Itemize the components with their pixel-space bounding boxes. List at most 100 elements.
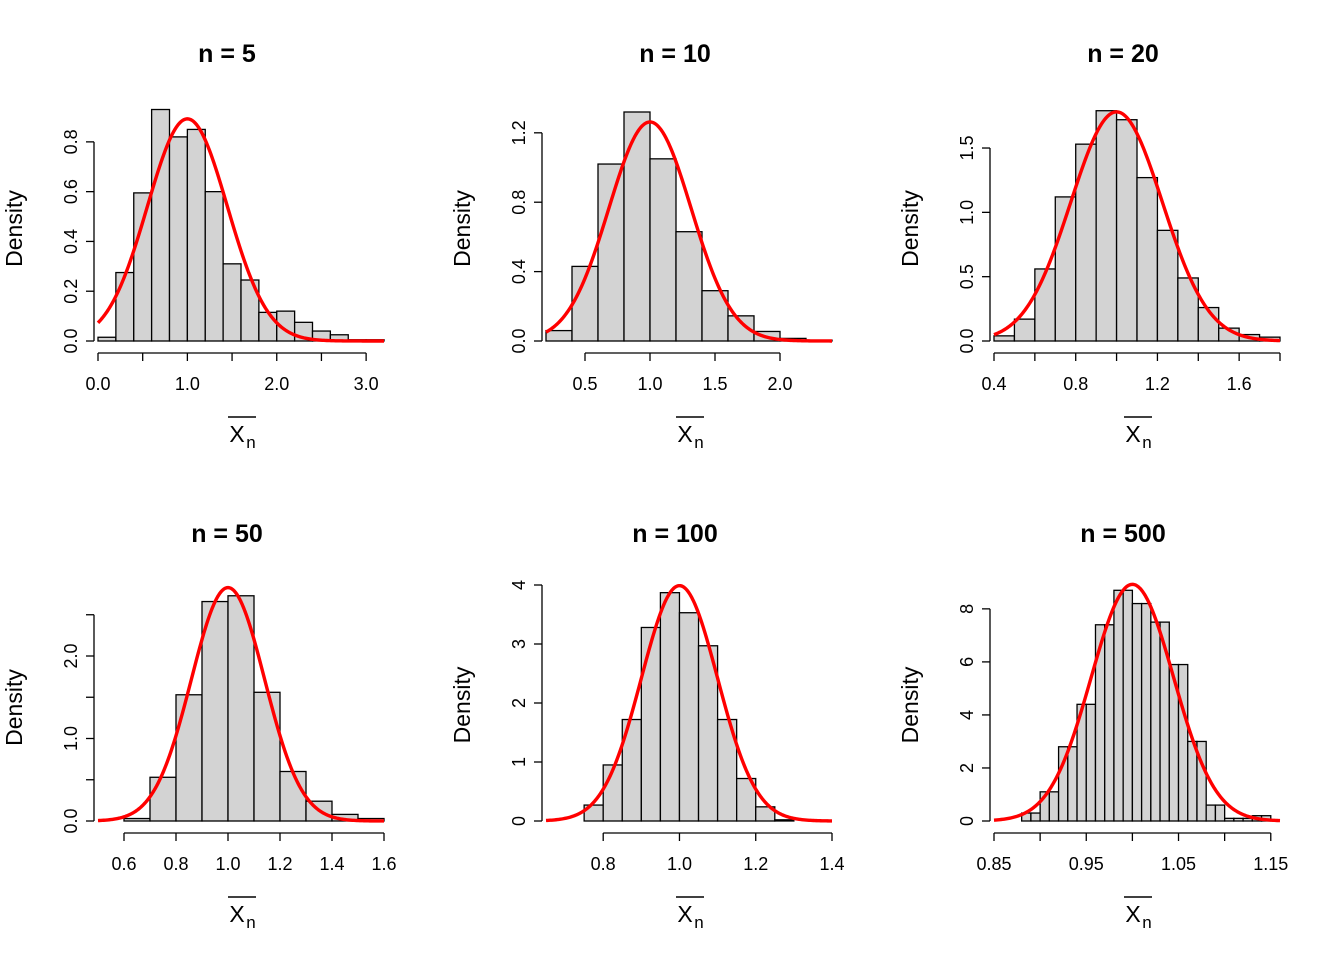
normal-density-curve: [545, 120, 833, 343]
histogram-bar: [1104, 624, 1115, 822]
histogram-bar: [659, 592, 681, 822]
normal-density-curve: [993, 582, 1281, 823]
y-tick-label: 0.5: [957, 264, 977, 289]
y-tick-label: 1.0: [61, 726, 81, 751]
y-tick-label: 0.2: [61, 279, 81, 304]
chart-title: n = 20: [1087, 40, 1159, 68]
histogram-bar: [1136, 176, 1159, 342]
x-tick-label: 0.5: [572, 374, 597, 394]
x-axis-label: X: [229, 901, 244, 927]
histogram-bar: [1013, 318, 1036, 342]
x-tick-label: 0.6: [111, 854, 136, 874]
histogram-bar: [623, 111, 651, 342]
x-tick-label: 1.0: [637, 374, 662, 394]
histogram-bar: [1131, 602, 1143, 822]
x-tick-label: 1.05: [1161, 854, 1196, 874]
x-tick-label: 1.4: [819, 854, 844, 874]
x-tick-label: 1.2: [743, 854, 768, 874]
histogram-bar: [186, 128, 206, 342]
y-tick-label: 0.0: [509, 328, 529, 353]
histogram-bar: [545, 329, 573, 342]
x-tick-label: 2.0: [767, 374, 792, 394]
histogram-bar: [279, 770, 307, 822]
histogram-bar: [133, 192, 153, 342]
y-tick-label: 0.0: [61, 328, 81, 353]
y-tick-label: 2: [957, 763, 977, 773]
y-tick-label: 1.0: [957, 200, 977, 225]
histogram-bar: [678, 612, 700, 822]
y-tick-label: 4: [509, 580, 529, 590]
x-tick-label: 3.0: [354, 374, 379, 394]
x-tick-label: 0.85: [976, 854, 1011, 874]
histogram-bar: [204, 191, 224, 342]
histogram-bar: [168, 136, 189, 342]
x-tick-label: 1.0: [215, 854, 240, 874]
histogram-bar: [755, 806, 776, 822]
x-axis-label-subscript: n: [694, 433, 703, 452]
y-tick-label: 0.8: [61, 129, 81, 154]
y-axis-label: Density: [1, 190, 27, 267]
histogram-bar: [123, 817, 151, 822]
y-tick-label: 0: [509, 816, 529, 826]
x-axis-label-subscript: n: [1142, 433, 1151, 452]
histogram-bar: [1113, 589, 1124, 822]
y-axis-label: Density: [897, 666, 923, 743]
x-tick-label: 1.6: [371, 854, 396, 874]
histogram-bar: [675, 231, 703, 342]
x-tick-label: 1.0: [175, 374, 200, 394]
y-tick-label: 2.0: [61, 643, 81, 668]
x-axis-label-subscript: n: [1142, 913, 1151, 932]
y-tick-label: 1.2: [509, 120, 529, 145]
histogram-bar: [1034, 268, 1056, 342]
x-tick-label: 0.8: [1063, 374, 1088, 394]
histogram-bar: [993, 335, 1016, 342]
x-axis-label: X: [1125, 421, 1140, 447]
x-axis-label-subscript: n: [246, 913, 255, 932]
histogram-bar: [175, 694, 203, 822]
normal-density-curve: [993, 110, 1281, 343]
histogram-bar: [97, 336, 117, 342]
panel-3: n = 20 0.4 0.8 1.2 1.6 0.0 0.5 1.0 1.5 Density X n: [897, 40, 1281, 452]
histogram-bar: [1140, 602, 1152, 822]
histogram-bar: [736, 777, 757, 822]
histogram-bar: [258, 311, 278, 342]
y-tick-label: 0.8: [509, 190, 529, 215]
y-axis-label: Density: [1, 669, 27, 746]
panel-4: n = 50 0.6 0.8 1.0 1.2 1.4 1.6 0.0 1.0 2.0 Density…: [1, 520, 397, 932]
x-axis-label: X: [677, 901, 692, 927]
y-tick-label: 1: [509, 757, 529, 767]
x-tick-label: 1.0: [667, 854, 692, 874]
normal-density-curve: [97, 585, 385, 823]
x-tick-label: 2.0: [264, 374, 289, 394]
x-tick-label: 1.2: [267, 854, 292, 874]
histogram-bar: [597, 163, 625, 342]
chart-title: n = 500: [1080, 520, 1165, 548]
y-tick-label: 3: [509, 639, 529, 649]
histogram-bar: [1187, 740, 1198, 822]
chart-title: n = 50: [191, 520, 263, 548]
histogram-bar: [1214, 804, 1226, 822]
histogram-bar: [1115, 119, 1138, 342]
x-axis-label-subscript: n: [694, 913, 703, 932]
histogram-bar: [115, 271, 135, 342]
y-tick-label: 4: [957, 710, 977, 720]
x-axis-label: X: [229, 421, 244, 447]
histogram-bar: [716, 718, 738, 822]
x-tick-label: 1.6: [1227, 374, 1252, 394]
histogram-bar: [1095, 110, 1118, 342]
chart-title: n = 10: [639, 40, 711, 68]
x-axis-label-subscript: n: [246, 433, 255, 452]
y-axis-label: Density: [897, 190, 923, 267]
histogram-bar: [1085, 703, 1097, 822]
y-tick-label: 0.0: [957, 328, 977, 353]
histogram-bar: [1067, 746, 1078, 822]
histogram-bar: [649, 158, 677, 342]
histogram-bar: [774, 819, 795, 822]
histogram-bar: [222, 263, 242, 342]
histogram-bar: [640, 626, 662, 822]
y-tick-label: 0.4: [61, 229, 81, 254]
histogram-bar: [1223, 817, 1235, 822]
x-tick-label: 1.2: [1145, 374, 1170, 394]
y-tick-label: 1.5: [957, 136, 977, 161]
